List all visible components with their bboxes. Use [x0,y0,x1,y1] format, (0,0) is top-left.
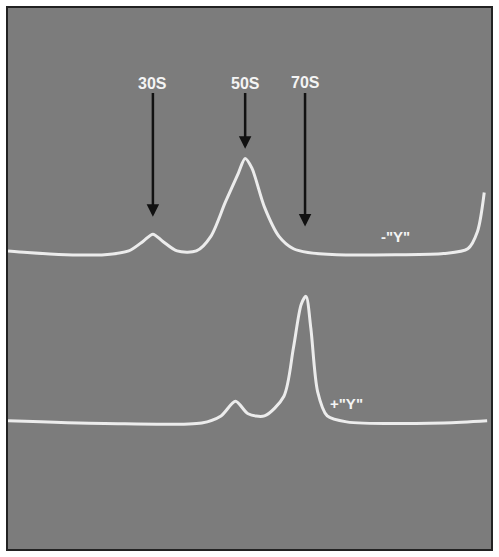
svg-text:-"Y": -"Y" [381,228,410,245]
svg-text:+"Y": +"Y" [330,395,363,412]
svg-text:30S: 30S [138,75,167,92]
svg-text:70S: 70S [291,74,320,91]
svg-text:50S: 50S [231,75,260,92]
